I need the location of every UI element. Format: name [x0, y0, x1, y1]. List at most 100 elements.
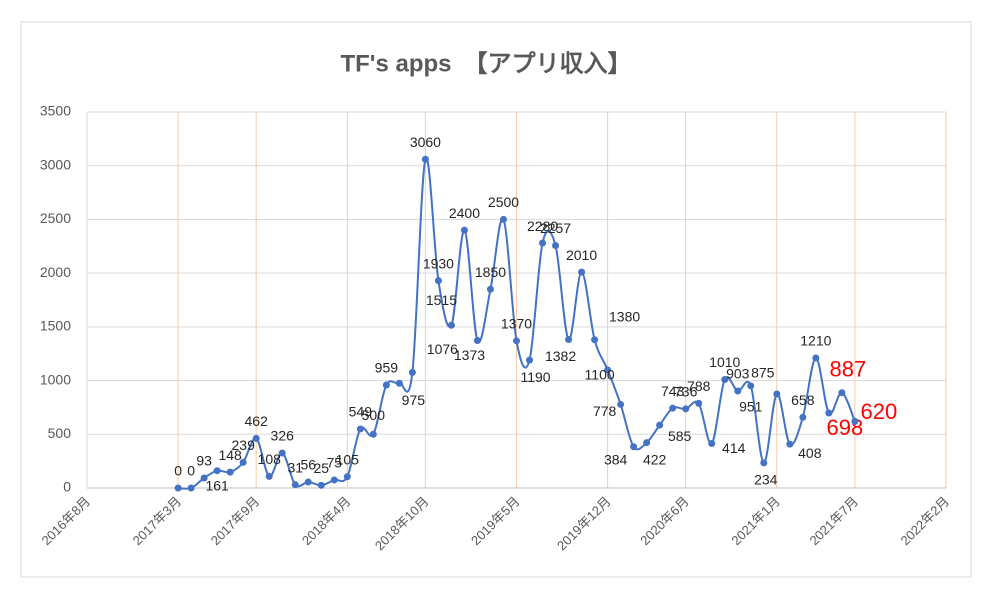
data-label: 0	[187, 463, 195, 479]
data-point	[604, 366, 612, 374]
data-label: 422	[643, 451, 667, 467]
data-point	[669, 404, 677, 412]
data-point	[552, 242, 560, 250]
y-tick-label: 3500	[40, 103, 71, 119]
y-tick-label: 2500	[40, 210, 71, 226]
data-label: 31	[287, 459, 303, 475]
data-label: 959	[375, 360, 399, 376]
data-label: 1210	[800, 333, 831, 349]
data-label: 736	[674, 384, 698, 400]
data-point	[565, 336, 573, 344]
data-label: 788	[687, 378, 711, 394]
data-label: 2500	[488, 194, 519, 210]
data-label: 778	[593, 403, 617, 419]
data-point	[226, 468, 234, 476]
data-point	[617, 400, 625, 408]
data-point	[630, 443, 638, 451]
data-label: 414	[722, 440, 746, 456]
data-point	[395, 379, 403, 387]
data-point	[239, 458, 247, 466]
data-label: 161	[205, 477, 229, 493]
data-label: 2010	[566, 247, 597, 263]
data-point	[304, 478, 312, 486]
data-label: 1190	[520, 369, 550, 385]
data-label: 1076	[427, 341, 458, 357]
data-point	[695, 399, 703, 407]
data-label: 2280	[527, 218, 558, 234]
y-tick-label: 2000	[40, 264, 71, 280]
data-label: 500	[362, 407, 386, 423]
data-label: 951	[739, 399, 763, 415]
data-point	[526, 356, 534, 364]
data-point	[265, 472, 273, 480]
y-tick-label: 3000	[40, 156, 71, 172]
data-label: 2400	[449, 205, 480, 221]
y-tick-label: 500	[48, 425, 72, 441]
data-label: 105	[336, 451, 360, 467]
data-label: 1373	[454, 347, 485, 363]
data-label: 234	[754, 472, 778, 488]
data-label: 1100	[585, 367, 615, 383]
data-label: 549	[349, 404, 373, 420]
data-point	[708, 440, 716, 448]
data-label: 3060	[410, 134, 441, 150]
data-point	[656, 421, 664, 429]
data-label: 1370	[501, 316, 532, 332]
data-point	[460, 226, 468, 234]
y-tick-label: 1000	[40, 371, 71, 387]
data-point	[799, 413, 807, 421]
data-point	[786, 440, 794, 448]
data-label: 1930	[423, 255, 454, 271]
data-point	[291, 481, 299, 489]
data-label: 975	[402, 392, 426, 408]
data-point	[760, 459, 768, 467]
data-point	[317, 481, 325, 489]
data-label: 620	[861, 399, 898, 424]
data-label: 462	[245, 413, 269, 429]
data-point	[591, 336, 599, 344]
data-point	[838, 389, 846, 397]
data-point	[434, 277, 442, 285]
data-label: 2257	[540, 220, 571, 236]
data-point	[200, 474, 208, 482]
data-point	[473, 337, 481, 345]
data-label: 658	[791, 392, 815, 408]
data-label: 585	[668, 428, 692, 444]
data-point	[174, 484, 182, 492]
data-label: 1850	[475, 264, 506, 280]
data-label: 148	[218, 447, 242, 463]
data-point	[578, 268, 586, 276]
chart-title: TF's apps 【アプリ収入】	[340, 50, 631, 77]
data-point	[213, 467, 221, 475]
data-point	[382, 381, 390, 389]
data-label: 1515	[426, 292, 457, 308]
data-point	[278, 449, 286, 457]
data-point	[812, 354, 820, 362]
data-label: 408	[798, 445, 822, 461]
data-point	[343, 473, 351, 481]
data-point	[682, 405, 690, 413]
data-label: 108	[258, 451, 282, 467]
data-point	[747, 382, 755, 390]
data-point	[421, 155, 429, 163]
data-point	[721, 375, 729, 383]
data-point	[486, 285, 494, 293]
data-point	[330, 476, 338, 484]
data-label: 0	[174, 463, 182, 479]
data-label: 93	[196, 453, 212, 469]
data-point	[356, 425, 364, 433]
data-point	[369, 430, 377, 438]
y-tick-label: 0	[63, 479, 71, 495]
data-point	[408, 368, 416, 376]
data-label: 887	[830, 357, 867, 382]
data-label: 1382	[545, 348, 576, 364]
data-label: 56	[300, 457, 316, 473]
data-label: 239	[232, 437, 256, 453]
data-label: 384	[604, 451, 628, 467]
data-label: 25	[313, 460, 329, 476]
data-point	[539, 239, 547, 247]
data-point	[187, 484, 195, 492]
data-point	[447, 321, 455, 329]
data-label: 1380	[609, 308, 640, 324]
